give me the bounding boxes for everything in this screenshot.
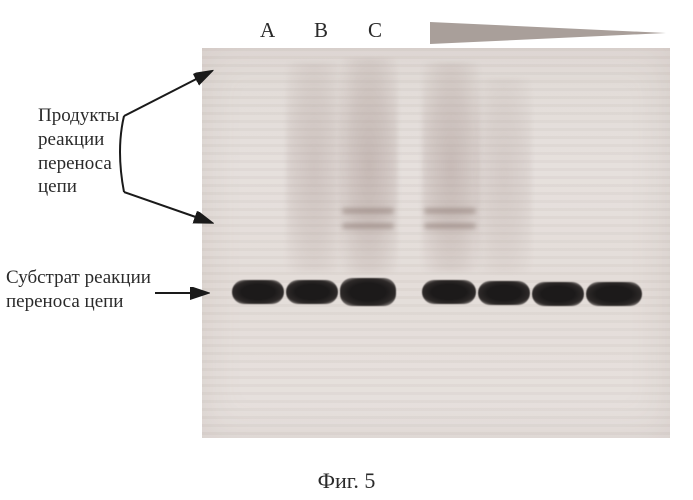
arrow-products-upper bbox=[0, 0, 693, 500]
figure-caption: Фиг. 5 bbox=[0, 468, 693, 494]
